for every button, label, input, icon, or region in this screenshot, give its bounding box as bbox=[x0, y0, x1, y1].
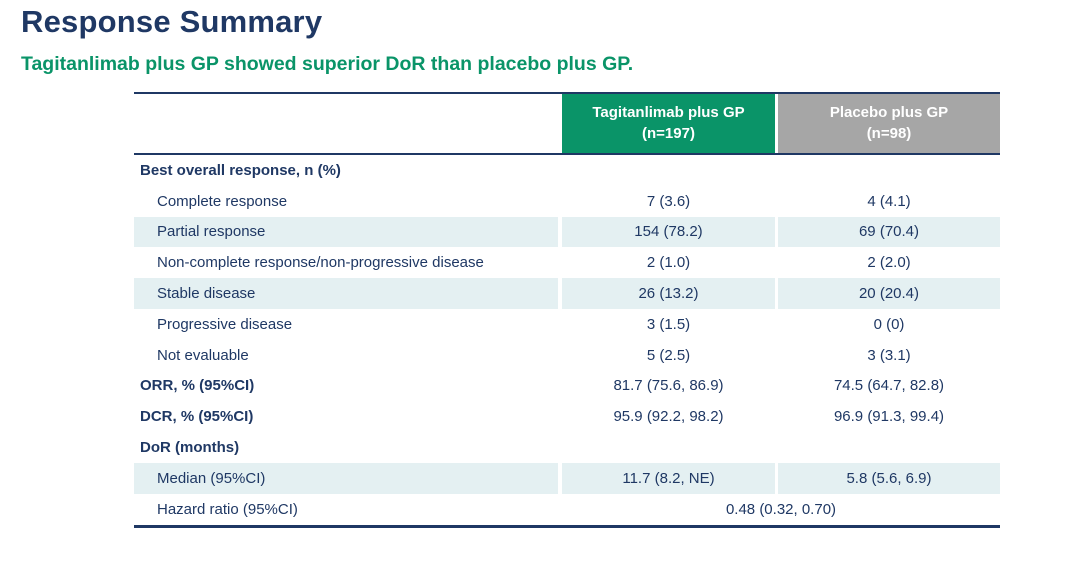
column-gutter bbox=[558, 216, 562, 248]
row-value-tagitanlimab: 3 (1.5) bbox=[646, 315, 691, 333]
row-label: Progressive disease bbox=[157, 315, 293, 333]
column-gutter bbox=[775, 370, 778, 402]
row-label: Hazard ratio (95%CI) bbox=[157, 500, 298, 518]
header-tagitanlimab-n: (n=197) bbox=[642, 124, 695, 142]
row-value-placebo: 74.5 (64.7, 82.8) bbox=[833, 377, 945, 395]
header-placebo-label: Placebo plus GP bbox=[829, 104, 949, 122]
row-value-tagitanlimab: 95.9 (92.2, 98.2) bbox=[613, 408, 724, 426]
row-value-tagitanlimab: 11.7 (8.2, NE) bbox=[562, 462, 775, 494]
row-value-tagitanlimab: 154 (78.2) bbox=[562, 216, 775, 248]
column-gutter bbox=[775, 216, 778, 248]
row-value-placebo: 0 (0) bbox=[873, 315, 905, 333]
header-placebo-n: (n=98) bbox=[866, 124, 912, 142]
row-value-placebo bbox=[778, 432, 1000, 463]
column-gutter bbox=[558, 432, 562, 463]
column-gutter bbox=[558, 370, 562, 402]
row-value-placebo: 3 (3.1) bbox=[867, 346, 911, 364]
row-label: DCR, % (95%CI) bbox=[140, 408, 254, 426]
table-header-row: Tagitanlimab plus GP (n=197) Placebo plu… bbox=[134, 92, 1000, 155]
row-label: Non-complete response/non-progressive di… bbox=[157, 254, 484, 272]
row-label: Median (95%CI) bbox=[134, 462, 558, 494]
column-gutter bbox=[558, 278, 562, 309]
column-gutter bbox=[558, 94, 562, 153]
row-value-placebo: 4 (4.1) bbox=[867, 192, 911, 210]
row-label: Complete response bbox=[157, 192, 288, 210]
table-body: Best overall response, n (%) Complete res… bbox=[134, 155, 1000, 525]
table-row: Not evaluable 5 (2.5) 3 (3.1) bbox=[134, 339, 1000, 371]
column-gutter bbox=[775, 155, 778, 186]
row-label: ORR, % (95%CI) bbox=[140, 377, 255, 395]
column-gutter bbox=[775, 432, 778, 463]
row-label: Stable disease bbox=[134, 278, 558, 309]
page-title: Response Summary bbox=[21, 4, 323, 39]
row-value-placebo: 69 (70.4) bbox=[778, 216, 1000, 248]
header-placebo-column: Placebo plus GP (n=98) bbox=[778, 94, 1000, 153]
row-value-tagitanlimab: 5 (2.5) bbox=[646, 346, 691, 364]
table-row: Stable disease 26 (13.2) 20 (20.4) bbox=[134, 278, 1000, 309]
row-value-tagitanlimab: 26 (13.2) bbox=[562, 278, 775, 309]
table-row: Median (95%CI) 11.7 (8.2, NE) 5.8 (5.6, 6.… bbox=[134, 462, 1000, 494]
column-gutter bbox=[775, 94, 778, 153]
row-value-tagitanlimab bbox=[562, 432, 775, 463]
column-gutter bbox=[558, 339, 562, 371]
column-gutter bbox=[558, 155, 562, 186]
response-summary-table: Tagitanlimab plus GP (n=197) Placebo plu… bbox=[134, 92, 1000, 528]
column-gutter bbox=[775, 247, 778, 279]
column-gutter bbox=[775, 278, 778, 309]
column-gutter bbox=[558, 247, 562, 279]
column-gutter bbox=[775, 462, 778, 494]
row-label: DoR (months) bbox=[140, 439, 240, 457]
column-gutter bbox=[775, 401, 778, 433]
table-row: Complete response 7 (3.6) 4 (4.1) bbox=[134, 185, 1000, 217]
row-value-tagitanlimab: 81.7 (75.6, 86.9) bbox=[613, 377, 724, 395]
row-value-tagitanlimab: 7 (3.6) bbox=[646, 192, 691, 210]
header-tagitanlimab-column: Tagitanlimab plus GP (n=197) bbox=[562, 94, 775, 153]
table-row: DoR (months) bbox=[134, 432, 1000, 463]
row-value-placebo: 2 (2.0) bbox=[867, 254, 911, 272]
table-row: Non-complete response/non-progressive di… bbox=[134, 247, 1000, 279]
row-label: Best overall response, n (%) bbox=[140, 161, 341, 179]
table-row: Progressive disease 3 (1.5) 0 (0) bbox=[134, 308, 1000, 340]
column-gutter bbox=[775, 308, 778, 340]
row-value-tagitanlimab bbox=[562, 155, 775, 186]
table-row: Partial response 154 (78.2) 69 (70.4) bbox=[134, 216, 1000, 248]
header-empty-cell bbox=[134, 94, 558, 153]
row-value-placebo bbox=[778, 155, 1000, 186]
column-gutter bbox=[775, 185, 778, 217]
row-value-placebo: 20 (20.4) bbox=[778, 278, 1000, 309]
column-gutter bbox=[558, 308, 562, 340]
table-row: Best overall response, n (%) bbox=[134, 155, 1000, 186]
page-subtitle: Tagitanlimab plus GP showed superior DoR… bbox=[21, 53, 634, 75]
table-row: DCR, % (95%CI) 95.9 (92.2, 98.2) 96.9 (91.… bbox=[134, 401, 1000, 433]
row-value-placebo: 96.9 (91.3, 99.4) bbox=[833, 408, 945, 426]
column-gutter bbox=[558, 462, 562, 494]
table-row: Hazard ratio (95%CI) 0.48 (0.32, 0.70) bbox=[134, 493, 1000, 525]
column-gutter bbox=[558, 401, 562, 433]
row-value-combined: 0.48 (0.32, 0.70) bbox=[725, 500, 837, 518]
column-gutter bbox=[775, 339, 778, 371]
row-label: Partial response bbox=[134, 216, 558, 248]
header-tagitanlimab-label: Tagitanlimab plus GP bbox=[592, 104, 745, 122]
row-value-placebo: 5.8 (5.6, 6.9) bbox=[778, 462, 1000, 494]
table-row: ORR, % (95%CI) 81.7 (75.6, 86.9) 74.5 (64.… bbox=[134, 370, 1000, 402]
row-value-tagitanlimab: 2 (1.0) bbox=[646, 254, 691, 272]
column-gutter bbox=[558, 493, 562, 525]
column-gutter bbox=[558, 185, 562, 217]
row-label: Not evaluable bbox=[157, 346, 249, 364]
